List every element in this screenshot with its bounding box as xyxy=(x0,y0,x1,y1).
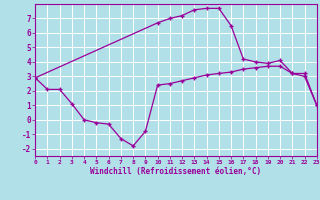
X-axis label: Windchill (Refroidissement éolien,°C): Windchill (Refroidissement éolien,°C) xyxy=(91,167,261,176)
